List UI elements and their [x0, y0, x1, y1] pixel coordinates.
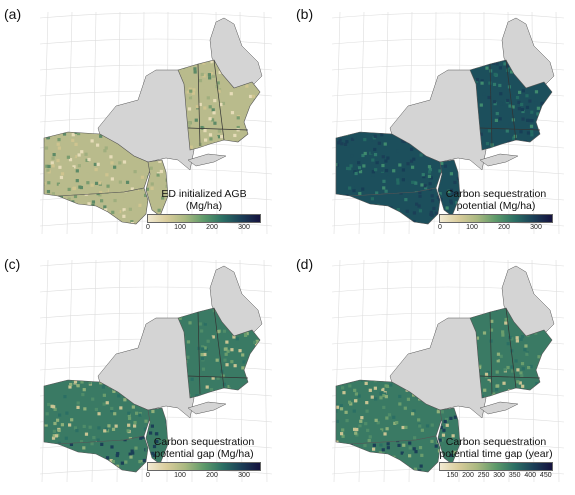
legend-title-b-line2: potential (Mg/ha): [456, 200, 536, 212]
panel-label-c: (c): [4, 256, 21, 272]
map-b: [331, 11, 565, 235]
colorbar-ticks-d: 150 200 250 300 350 400 450: [432, 471, 560, 482]
colorbar-tick-label: 100: [174, 224, 186, 231]
colorbar-tick-label: 250: [477, 472, 490, 479]
map-panel-b: [330, 10, 566, 236]
region-long-island-no-data: [479, 401, 519, 415]
map-a: [39, 11, 273, 235]
colorbar-ticks-c: 0 100 200 300: [140, 471, 268, 482]
region-new-jersey: [438, 408, 460, 464]
legend-title-d-line1: Carbon sequestration: [445, 436, 547, 448]
colorbar-tick-label: 300: [238, 224, 250, 231]
colorbar-tick-label: 0: [146, 224, 150, 231]
panel-label-d: (d): [296, 256, 314, 272]
legend-title-c-line1: Carbon sequestration: [153, 436, 255, 448]
colorbar-tick-label: 350: [508, 472, 521, 479]
colorbar-tick-label: 300: [493, 472, 505, 479]
legend-title-b-line1: Carbon sequestration: [445, 188, 547, 200]
colorbar-tick-label: 0: [438, 224, 442, 231]
legend-title-a-line2: (Mg/ha): [185, 200, 223, 212]
colorbar-b: [439, 214, 553, 223]
map-panel-c: [38, 258, 274, 484]
map-panel-a: [38, 10, 274, 236]
legend-b: Carbon sequestration potential (Mg/ha) 0…: [432, 188, 560, 234]
legend-title-d-line2: potential time gap (year): [439, 448, 553, 460]
colorbar-tick-label: 200: [206, 224, 218, 231]
colorbar-ticks-b: 0 100 200 300: [432, 223, 560, 234]
colorbar-a: [147, 214, 261, 223]
legend-title-c-line2: potential gap (Mg/ha): [154, 448, 254, 460]
colorbar-c: [147, 462, 261, 471]
region-long-island-no-data: [479, 153, 519, 167]
colorbar-tick-label: 150: [446, 472, 459, 479]
state-borders: [187, 59, 249, 147]
colorbar-tick-label: 100: [174, 472, 186, 479]
state-borders: [479, 307, 541, 395]
colorbar-tick-label: 0: [146, 472, 150, 479]
panel-label-a: (a): [4, 6, 22, 22]
colorbar-tick-label: 100: [466, 224, 478, 231]
colorbar-tick-label: 450: [539, 472, 552, 479]
colorbar-tick-label: 300: [238, 472, 250, 479]
region-long-island-no-data: [187, 401, 227, 415]
state-borders: [479, 59, 541, 147]
colorbar-tick-label: 200: [206, 472, 218, 479]
state-borders: [187, 307, 249, 395]
map-c: [39, 259, 273, 483]
map-panel-d: [330, 258, 566, 484]
colorbar-tick-label: 400: [524, 472, 537, 479]
panel-label-b: (b): [296, 6, 314, 22]
map-d: [331, 259, 565, 483]
colorbar-tick-label: 200: [462, 472, 474, 479]
legend-title-a-line1: ED initialized AGB: [161, 188, 247, 200]
region-long-island-no-data: [187, 153, 227, 167]
legend-c: Carbon sequestration potential gap (Mg/h…: [140, 436, 268, 482]
colorbar-tick-label: 200: [498, 224, 510, 231]
colorbar-d: [439, 462, 553, 471]
legend-d: Carbon sequestration potential time gap …: [432, 436, 560, 482]
legend-a: ED initialized AGB (Mg/ha) 0 100 200 300: [140, 188, 268, 234]
colorbar-ticks-a: 0 100 200 300: [140, 223, 268, 234]
colorbar-tick-label: 300: [530, 224, 542, 231]
